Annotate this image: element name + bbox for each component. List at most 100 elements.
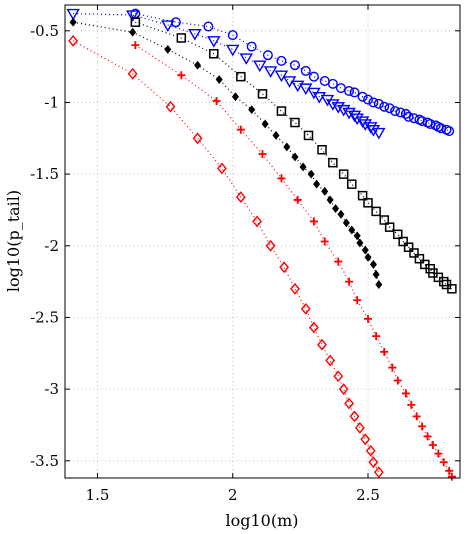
data-point bbox=[308, 321, 319, 334]
data-point bbox=[393, 376, 402, 385]
data-point bbox=[291, 152, 299, 162]
data-point bbox=[130, 17, 141, 27]
data-point bbox=[342, 218, 350, 228]
data-point bbox=[299, 162, 307, 172]
data-point bbox=[409, 248, 419, 258]
data-point bbox=[371, 206, 381, 217]
data-point bbox=[445, 466, 454, 475]
data-point bbox=[325, 354, 336, 367]
y-tick-label: -2.5 bbox=[30, 308, 59, 326]
data-point bbox=[277, 174, 286, 183]
data-point bbox=[403, 242, 414, 252]
data-point bbox=[407, 400, 416, 409]
data-point bbox=[188, 28, 202, 41]
data-point bbox=[127, 67, 138, 80]
data-point bbox=[345, 277, 354, 286]
data-point bbox=[203, 21, 214, 32]
data-point bbox=[363, 94, 374, 105]
data-point bbox=[428, 441, 437, 450]
data-point bbox=[69, 17, 77, 27]
y-tick-label: -1.5 bbox=[30, 165, 59, 183]
data-point bbox=[125, 10, 140, 22]
data-point bbox=[337, 209, 345, 219]
data-point bbox=[66, 8, 80, 21]
data-point bbox=[328, 157, 338, 168]
data-point bbox=[317, 145, 327, 155]
data-point bbox=[350, 113, 364, 126]
data-point bbox=[439, 458, 448, 467]
tick-layer: 1.5 2 2.5 -0.5 -1 -1.5 -2 -2.5 -3 -3.5 bbox=[30, 5, 460, 504]
data-point bbox=[289, 60, 300, 71]
x-axis-label: log10(m) bbox=[225, 511, 298, 530]
grid-layer bbox=[65, 5, 460, 478]
data-point bbox=[375, 280, 383, 289]
data-point bbox=[395, 107, 406, 118]
data-point bbox=[192, 132, 203, 145]
data-point bbox=[261, 119, 269, 129]
data-point bbox=[252, 215, 263, 228]
data-point bbox=[321, 186, 329, 196]
data-point bbox=[361, 245, 369, 255]
data-point bbox=[356, 238, 364, 248]
data-point bbox=[177, 71, 186, 80]
data-point bbox=[235, 191, 246, 203]
series-2-square bbox=[130, 17, 457, 294]
data-point bbox=[384, 103, 395, 114]
series-layer bbox=[66, 8, 457, 481]
data-point bbox=[372, 127, 386, 140]
data-point bbox=[262, 50, 273, 61]
data-point bbox=[368, 456, 379, 469]
data-point bbox=[439, 276, 449, 287]
data-point bbox=[417, 116, 428, 127]
data-point bbox=[347, 179, 357, 189]
data-point bbox=[390, 106, 401, 117]
data-point bbox=[327, 78, 338, 89]
data-point bbox=[447, 284, 457, 294]
data-point bbox=[161, 20, 175, 32]
data-point bbox=[290, 282, 300, 295]
data-point bbox=[338, 383, 349, 396]
data-point bbox=[257, 89, 268, 99]
data-point bbox=[331, 102, 345, 114]
data-point bbox=[335, 83, 346, 94]
data-point bbox=[412, 412, 421, 421]
data-point bbox=[380, 347, 389, 356]
data-point bbox=[300, 302, 311, 315]
data-point bbox=[293, 195, 302, 204]
data-point bbox=[326, 195, 334, 205]
x-tick-label: 2 bbox=[228, 486, 238, 504]
data-point bbox=[384, 222, 395, 232]
data-point bbox=[425, 118, 436, 129]
data-point bbox=[364, 252, 372, 262]
series-line bbox=[73, 21, 380, 285]
data-point bbox=[236, 71, 246, 82]
data-point bbox=[400, 108, 411, 119]
data-point bbox=[364, 122, 378, 134]
y-tick-label: -2 bbox=[44, 237, 59, 255]
data-point bbox=[236, 125, 245, 134]
data-point bbox=[363, 198, 373, 208]
data-point bbox=[355, 116, 370, 128]
series-line bbox=[135, 13, 450, 132]
data-point bbox=[258, 150, 267, 159]
data-point bbox=[217, 162, 227, 175]
data-point bbox=[342, 107, 356, 120]
data-point bbox=[354, 421, 365, 434]
data-point bbox=[353, 231, 361, 241]
y-tick-label: -3 bbox=[44, 380, 59, 398]
data-point bbox=[176, 33, 187, 43]
x-tick-label: 1.5 bbox=[86, 486, 110, 504]
data-point bbox=[272, 130, 280, 140]
x-tick-label: 2.5 bbox=[356, 486, 380, 504]
data-point bbox=[393, 229, 403, 240]
data-point bbox=[349, 410, 360, 423]
series-line bbox=[73, 13, 380, 134]
data-point bbox=[334, 257, 343, 266]
data-point bbox=[279, 261, 290, 274]
data-point bbox=[274, 70, 289, 83]
y-tick-label: -1 bbox=[44, 93, 59, 111]
data-point bbox=[194, 60, 202, 70]
y-axis-label: log10(p_tail) bbox=[4, 190, 23, 292]
data-point bbox=[347, 110, 362, 123]
